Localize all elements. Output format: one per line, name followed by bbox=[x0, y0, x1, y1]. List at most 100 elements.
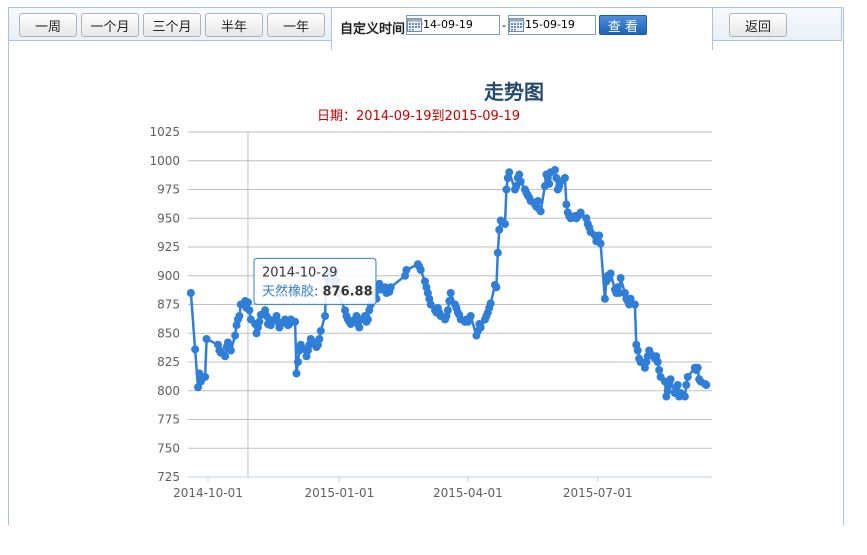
data-point bbox=[316, 326, 325, 335]
data-point bbox=[293, 358, 302, 366]
y-tick-label: 800 bbox=[157, 384, 180, 398]
y-tick-label: 1000 bbox=[149, 154, 180, 168]
tooltip-value: 876.88 bbox=[322, 284, 372, 299]
range-one-week-button[interactable]: 一周 bbox=[19, 13, 77, 37]
data-point bbox=[682, 381, 691, 389]
tooltip-value-line: 天然橡胶: 876.88 bbox=[262, 283, 373, 299]
data-point bbox=[502, 185, 511, 194]
y-tick-label: 825 bbox=[157, 355, 180, 369]
data-point bbox=[533, 197, 542, 205]
data-point bbox=[402, 266, 411, 274]
data-point bbox=[615, 289, 624, 297]
y-tick-label: 975 bbox=[157, 183, 180, 197]
data-point bbox=[235, 312, 244, 320]
calendar-icon[interactable] bbox=[509, 17, 524, 32]
x-tick-label: 2015-01-01 bbox=[304, 486, 374, 500]
back-button[interactable]: 返回 bbox=[729, 13, 787, 37]
data-point bbox=[653, 358, 662, 366]
data-point bbox=[221, 352, 230, 361]
end-date-value: 2015-09-19 bbox=[511, 18, 575, 31]
range-three-months-button[interactable]: 三个月 bbox=[143, 13, 201, 37]
start-date-input[interactable]: 2014-09-19 bbox=[406, 15, 500, 35]
y-tick-label: 850 bbox=[157, 326, 180, 340]
data-point bbox=[616, 274, 625, 283]
tooltip: 2014-10-29 天然橡胶: 876.88 bbox=[253, 257, 377, 305]
y-tick-label: 900 bbox=[157, 269, 180, 283]
data-point bbox=[201, 372, 210, 381]
data-point bbox=[630, 300, 639, 309]
data-point bbox=[673, 381, 682, 389]
content-frame bbox=[8, 7, 844, 525]
y-tick-label: 775 bbox=[157, 413, 180, 427]
data-point bbox=[560, 174, 569, 182]
data-point bbox=[386, 283, 395, 292]
data-point bbox=[655, 366, 664, 375]
tooltip-colon: : bbox=[314, 284, 323, 299]
data-point bbox=[363, 315, 372, 324]
data-point bbox=[536, 207, 545, 216]
range-half-year-button[interactable]: 半年 bbox=[205, 13, 263, 37]
x-tick-label: 2015-07-01 bbox=[563, 486, 633, 500]
data-point bbox=[516, 177, 525, 186]
data-point bbox=[446, 289, 455, 297]
data-point bbox=[562, 200, 571, 209]
data-point bbox=[416, 266, 425, 274]
data-point bbox=[202, 335, 211, 343]
toolbar: 一周 一个月 三个月 半年 一年 自定义时间 2014-09-19 - 2015… bbox=[8, 7, 842, 50]
data-point bbox=[492, 283, 501, 292]
y-tick-label: 950 bbox=[157, 211, 180, 225]
data-point bbox=[600, 294, 609, 303]
data-point bbox=[486, 299, 495, 308]
data-point bbox=[633, 346, 642, 355]
chart-title: 走势图 bbox=[484, 80, 544, 104]
chart-subtitle: 日期：2014-09-19到2015-09-19 bbox=[316, 109, 521, 124]
tooltip-date: 2014-10-29 bbox=[262, 265, 338, 280]
data-point bbox=[443, 306, 452, 315]
data-point bbox=[545, 179, 554, 188]
data-point bbox=[255, 317, 264, 326]
data-point bbox=[596, 239, 605, 248]
data-point bbox=[291, 317, 300, 326]
data-point bbox=[550, 165, 559, 174]
data-point bbox=[226, 346, 235, 355]
data-point bbox=[186, 289, 195, 297]
data-point bbox=[595, 231, 604, 240]
y-tick-label: 1025 bbox=[149, 125, 180, 139]
y-tick-label: 725 bbox=[157, 470, 180, 484]
y-tick-label: 750 bbox=[157, 441, 180, 455]
range-one-month-button[interactable]: 一个月 bbox=[81, 13, 139, 37]
data-point bbox=[466, 312, 475, 320]
date-separator: - bbox=[502, 18, 506, 32]
custom-range-label: 自定义时间 bbox=[340, 22, 406, 37]
start-date-value: 2014-09-19 bbox=[409, 18, 473, 31]
data-point bbox=[245, 306, 254, 315]
end-date-input[interactable]: 2015-09-19 bbox=[508, 15, 596, 35]
tooltip-box bbox=[253, 257, 377, 305]
data-point bbox=[495, 225, 504, 234]
data-point bbox=[693, 363, 702, 372]
data-point bbox=[355, 323, 364, 332]
data-point bbox=[505, 168, 514, 177]
data-point bbox=[243, 298, 252, 307]
data-point bbox=[493, 248, 502, 257]
data-point bbox=[500, 220, 509, 228]
data-point bbox=[315, 335, 324, 343]
view-button[interactable]: 查 看 bbox=[599, 15, 647, 35]
data-point bbox=[626, 294, 635, 303]
data-point bbox=[515, 170, 524, 179]
calendar-icon[interactable] bbox=[407, 17, 422, 32]
y-tick-label: 875 bbox=[157, 298, 180, 312]
data-point bbox=[576, 208, 585, 217]
data-point bbox=[231, 331, 240, 340]
data-point bbox=[321, 312, 330, 320]
data-point bbox=[680, 392, 689, 401]
data-point bbox=[606, 269, 615, 278]
range-one-year-button[interactable]: 一年 bbox=[267, 13, 325, 37]
data-point bbox=[666, 375, 675, 384]
data-point bbox=[292, 369, 301, 378]
data-point bbox=[426, 300, 435, 309]
x-tick-label: 2014-10-01 bbox=[173, 486, 243, 500]
data-point bbox=[683, 372, 692, 381]
tooltip-series-name: 天然橡胶 bbox=[262, 283, 314, 299]
